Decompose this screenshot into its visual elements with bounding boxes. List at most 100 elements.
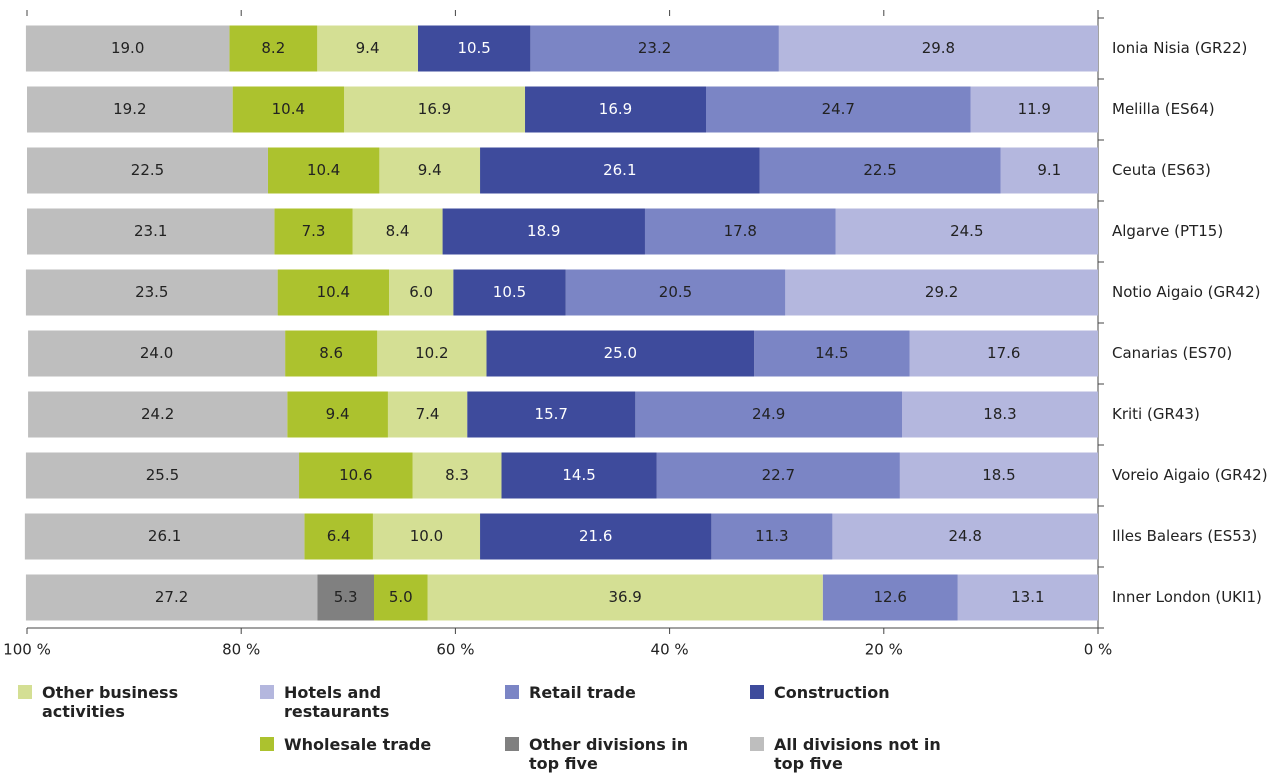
legend-item: Construction	[750, 683, 1000, 721]
value-label: 20.5	[659, 283, 692, 301]
x-tick-label: 0 %	[1084, 641, 1113, 659]
bar-segment	[317, 25, 418, 72]
value-label: 29.2	[925, 283, 958, 301]
value-label: 5.0	[389, 588, 413, 606]
legend-label: Construction	[774, 683, 890, 702]
value-label: 5.3	[334, 588, 358, 606]
value-label: 29.8	[922, 39, 955, 57]
legend-swatch	[260, 737, 274, 751]
value-label: 17.6	[987, 344, 1020, 362]
bar-segment	[525, 86, 707, 133]
category-label: Notio Aigaio (GR42)	[1112, 283, 1260, 301]
bar-segment	[287, 391, 388, 438]
bar-segment	[387, 391, 468, 438]
bar-segment	[1000, 147, 1098, 194]
value-label: 22.7	[762, 466, 795, 484]
legend-swatch	[750, 685, 764, 699]
bar-segment	[467, 391, 636, 438]
value-label: 10.0	[410, 527, 443, 545]
bar-segment	[412, 452, 502, 499]
bar-segment	[25, 452, 300, 499]
value-label: 8.3	[445, 466, 469, 484]
bar-segment	[565, 269, 786, 316]
value-label: 23.2	[638, 39, 671, 57]
value-label: 15.7	[535, 405, 568, 423]
bar-segment	[25, 25, 230, 72]
value-label: 9.4	[326, 405, 350, 423]
bar-segment	[778, 25, 1098, 72]
value-label: 22.5	[131, 161, 164, 179]
bar-segment	[970, 86, 1098, 133]
bar-segment	[822, 574, 958, 621]
legend-label: All divisions not in top five	[774, 735, 941, 773]
bar-segment	[285, 330, 378, 377]
legend-item: Other divisions in top five	[505, 735, 750, 773]
bar-segment	[442, 208, 645, 255]
legend-item: All divisions not in top five	[750, 735, 1000, 773]
bar-segment	[530, 25, 779, 72]
value-label: 23.5	[135, 283, 168, 301]
category-label: Voreio Aigaio (GR42)	[1112, 466, 1268, 484]
bar-segment	[374, 574, 428, 621]
bar-segment	[372, 513, 481, 560]
bar-segment	[501, 452, 657, 499]
bar-segment	[344, 86, 526, 133]
bar-segment	[902, 391, 1098, 438]
bar-segment	[25, 269, 278, 316]
value-label: 24.9	[752, 405, 785, 423]
bar-segment	[835, 208, 1098, 255]
value-label: 36.9	[608, 588, 641, 606]
value-label: 13.1	[1011, 588, 1044, 606]
bar-segment	[304, 513, 373, 560]
x-tick-label: 60 %	[436, 641, 474, 659]
value-label: 10.5	[493, 283, 526, 301]
bar-segment	[656, 452, 900, 499]
x-tick-label: 80 %	[222, 641, 260, 659]
value-label: 9.4	[418, 161, 442, 179]
bar-segment	[480, 513, 712, 560]
value-label: 19.0	[111, 39, 144, 57]
bar-segment	[417, 25, 531, 72]
category-label: Illes Balears (ES53)	[1112, 527, 1257, 545]
legend-label: Hotels and restaurants	[284, 683, 390, 721]
value-label: 25.5	[146, 466, 179, 484]
bar-segment	[229, 25, 318, 72]
category-label: Ceuta (ES63)	[1112, 161, 1211, 179]
value-label: 17.8	[724, 222, 757, 240]
bar-segment	[427, 574, 823, 621]
value-label: 7.4	[416, 405, 440, 423]
legend-item: Wholesale trade	[260, 735, 505, 773]
value-label: 18.9	[527, 222, 560, 240]
legend-swatch	[260, 685, 274, 699]
legend-swatch	[505, 737, 519, 751]
value-label: 10.5	[457, 39, 490, 57]
x-tick-label: 20 %	[865, 641, 903, 659]
category-label: Ionia Nisia (GR22)	[1112, 39, 1247, 57]
bar-segment	[352, 208, 443, 255]
value-label: 24.8	[948, 527, 981, 545]
value-label: 7.3	[302, 222, 326, 240]
bar-segment	[24, 513, 305, 560]
value-label: 8.6	[319, 344, 343, 362]
value-label: 26.1	[603, 161, 636, 179]
chart: 100 % 80 % 60 % 40 % 20 % 0 % Ionia Nisia (GR2…	[3, 10, 1268, 659]
value-label: 14.5	[562, 466, 595, 484]
legend-swatch	[18, 685, 32, 699]
legend-label: Other divisions in top five	[529, 735, 689, 773]
bar-segment	[27, 147, 268, 194]
value-label: 23.1	[134, 222, 167, 240]
bar-segment	[644, 208, 836, 255]
bar-segment	[785, 269, 1098, 316]
bar-segment	[267, 147, 380, 194]
value-label: 9.4	[356, 39, 380, 57]
bar-segment	[486, 330, 755, 377]
value-label: 10.2	[415, 344, 448, 362]
bar-segment	[232, 86, 345, 133]
bar-segment	[277, 269, 389, 316]
value-label: 10.4	[307, 161, 340, 179]
page: {"chart_data": {"type": "stacked-bar-hor…	[3, 10, 1268, 773]
bar-segment	[480, 147, 760, 194]
value-label: 10.4	[272, 100, 305, 118]
bar-segment	[28, 391, 288, 438]
bar-segment	[635, 391, 903, 438]
